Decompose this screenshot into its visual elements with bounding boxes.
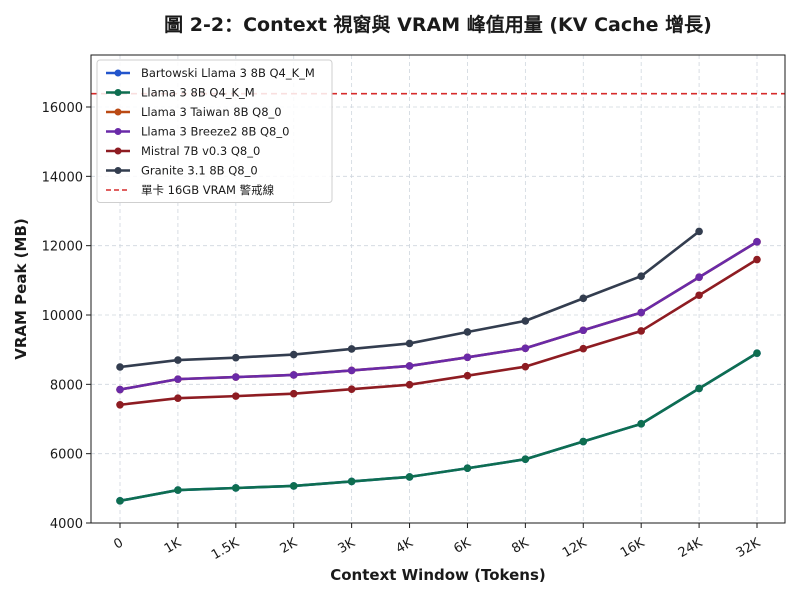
data-point bbox=[521, 317, 530, 325]
legend-swatch-marker bbox=[114, 89, 122, 96]
data-point bbox=[405, 380, 414, 389]
data-point bbox=[232, 392, 240, 400]
series-line bbox=[119, 240, 758, 391]
data-point bbox=[521, 362, 530, 371]
data-point bbox=[579, 437, 588, 446]
data-point bbox=[347, 477, 356, 486]
series-line bbox=[119, 352, 758, 503]
legend-swatch-marker bbox=[114, 69, 122, 77]
x-tick-label: 6K bbox=[451, 535, 473, 557]
data-point bbox=[579, 344, 588, 353]
x-axis-ticks: 0 1K 1.5K 2K 3K 4K 6K 8K 12K 16K 24K 32K bbox=[111, 523, 763, 563]
legend-label: Granite 3.1 8B Q8_0 bbox=[141, 164, 258, 178]
x-tick-label: 1K bbox=[162, 535, 184, 557]
data-point bbox=[116, 385, 124, 394]
data-point bbox=[289, 389, 298, 398]
data-point bbox=[695, 227, 703, 236]
x-axis-label: Context Window (Tokens) bbox=[330, 566, 546, 584]
series-5 bbox=[116, 255, 761, 409]
x-tick-label: 2K bbox=[278, 535, 300, 557]
y-tick-label: 4000 bbox=[50, 517, 83, 532]
data-point bbox=[174, 375, 182, 383]
series-1 bbox=[116, 349, 761, 505]
data-point bbox=[405, 362, 414, 370]
data-point bbox=[637, 272, 645, 280]
series-2 bbox=[116, 349, 761, 505]
x-tick-label: 8K bbox=[509, 535, 531, 557]
legend-swatch-marker bbox=[114, 167, 122, 174]
data-point bbox=[289, 350, 298, 359]
x-tick-label: 3K bbox=[336, 535, 358, 557]
x-tick-label: 4K bbox=[393, 535, 415, 557]
data-point bbox=[116, 497, 124, 505]
data-point bbox=[521, 344, 530, 353]
series-line bbox=[119, 258, 758, 407]
data-point bbox=[695, 291, 703, 300]
legend-label: Bartowski Llama 3 8B Q4_K_M bbox=[141, 66, 315, 80]
legend-swatch-marker bbox=[114, 108, 122, 116]
legend-label: Llama 3 Taiwan 8B Q8_0 bbox=[141, 105, 282, 119]
data-point bbox=[753, 255, 761, 264]
y-tick-label: 10000 bbox=[42, 309, 83, 324]
data-point bbox=[289, 482, 298, 490]
plot-frame bbox=[90, 54, 786, 524]
data-point bbox=[463, 371, 472, 380]
x-tick-label: 12K bbox=[560, 535, 590, 561]
legend-swatch-marker bbox=[114, 147, 122, 155]
data-point bbox=[405, 473, 414, 481]
data-point bbox=[463, 464, 472, 473]
data-point bbox=[637, 327, 645, 335]
y-tick-label: 16000 bbox=[42, 101, 83, 116]
data-point bbox=[232, 484, 240, 492]
legend-label-reference: 單卡 16GB VRAM 警戒線 bbox=[141, 183, 275, 197]
legend: Bartowski Llama 3 8B Q4_K_M Llama 3 8B Q4… bbox=[96, 59, 333, 203]
data-point bbox=[174, 486, 182, 494]
data-point bbox=[753, 238, 761, 246]
y-tick-label: 6000 bbox=[50, 448, 83, 463]
x-tick-label: 24K bbox=[676, 535, 706, 561]
data-point bbox=[232, 353, 240, 362]
chart-title: 圖 2-2：Context 視窗與 VRAM 峰值用量 (KV Cache 增長… bbox=[164, 13, 712, 36]
y-axis-label: VRAM Peak (MB) bbox=[12, 218, 30, 359]
y-tick-label: 8000 bbox=[50, 378, 83, 393]
x-tick-label: 1.5K bbox=[209, 535, 242, 563]
data-point bbox=[753, 349, 761, 357]
data-point bbox=[232, 373, 240, 381]
data-point bbox=[174, 394, 182, 403]
legend-label: Mistral 7B v0.3 Q8_0 bbox=[141, 144, 260, 158]
x-tick-label: 0 bbox=[111, 535, 126, 552]
series-group bbox=[116, 227, 761, 505]
data-point bbox=[637, 420, 645, 428]
data-point bbox=[347, 366, 356, 375]
data-point bbox=[695, 273, 703, 282]
data-point bbox=[347, 345, 356, 353]
data-point bbox=[637, 308, 645, 317]
y-tick-label: 12000 bbox=[42, 240, 83, 255]
legend-swatch-marker bbox=[114, 128, 122, 135]
series-4 bbox=[116, 238, 761, 394]
data-point bbox=[289, 371, 298, 379]
legend-label: Llama 3 Breeze2 8B Q8_0 bbox=[141, 125, 289, 139]
series-line bbox=[119, 240, 758, 391]
data-point bbox=[579, 326, 588, 335]
data-point bbox=[405, 339, 414, 348]
y-tick-label: 14000 bbox=[42, 170, 83, 185]
series-line bbox=[119, 352, 758, 503]
x-tick-label: 32K bbox=[734, 535, 764, 561]
data-point bbox=[463, 353, 472, 362]
x-tick-label: 16K bbox=[618, 535, 648, 561]
data-point bbox=[463, 328, 472, 336]
series-6 bbox=[116, 227, 703, 371]
data-point bbox=[116, 400, 124, 409]
y-axis-ticks: 4000 6000 8000 10000 12000 14000 16000 bbox=[42, 101, 91, 532]
data-point bbox=[695, 384, 703, 393]
legend-box bbox=[96, 59, 333, 203]
data-point bbox=[174, 356, 182, 364]
legend-label: Llama 3 8B Q4_K_M bbox=[141, 86, 255, 100]
data-point bbox=[116, 363, 124, 371]
data-point bbox=[579, 294, 588, 303]
data-point bbox=[347, 385, 356, 393]
data-point bbox=[521, 455, 530, 464]
